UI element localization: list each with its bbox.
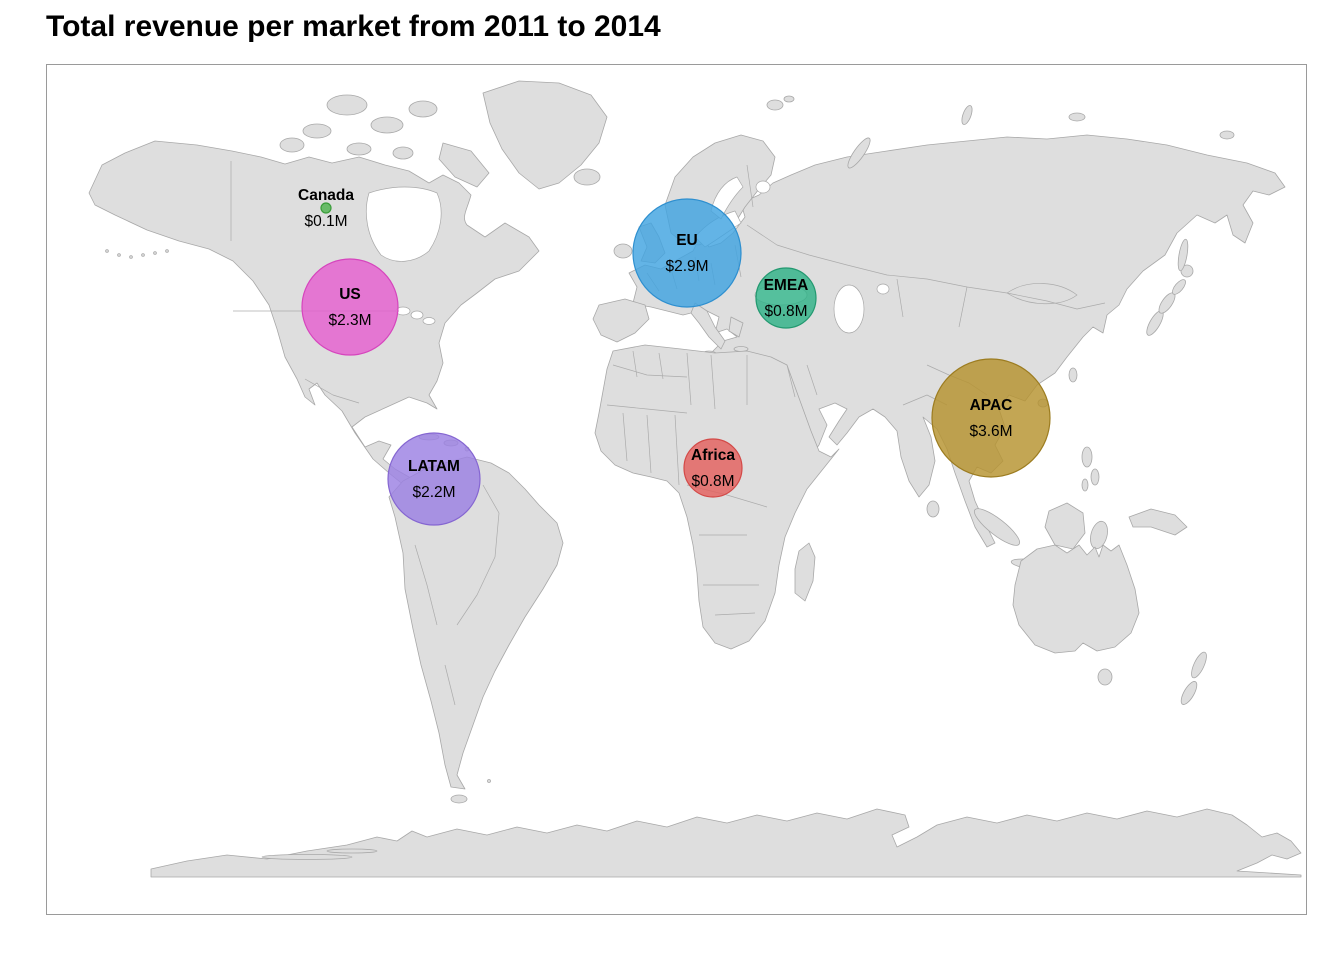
bubble-value-apac: $3.6M	[969, 423, 1012, 440]
bubble-circle-us[interactable]	[301, 258, 399, 356]
bubble-value-canada: $0.1M	[304, 213, 347, 230]
bubble-circle-emea[interactable]	[755, 267, 817, 329]
bubble-circle-eu[interactable]	[632, 198, 742, 308]
bubble-circle-apac[interactable]	[931, 358, 1051, 478]
bubble-value-latam: $2.2M	[412, 484, 455, 501]
map-panel: Canada $0.1M US $2.3M EU $2.9M EMEA $0.8M APAC $3…	[46, 64, 1307, 915]
bubble-circle-africa[interactable]	[683, 438, 743, 498]
bubble-label-canada: Canada	[298, 187, 354, 204]
bubble-label-us: US	[339, 286, 361, 303]
bubble-label-africa: Africa	[691, 447, 735, 464]
bubble-value-eu: $2.9M	[665, 258, 708, 275]
bubble-value-us: $2.3M	[328, 312, 371, 329]
bubble-label-eu: EU	[676, 232, 698, 249]
market-bubble-eu[interactable]: EU $2.9M	[632, 198, 742, 308]
market-bubble-us[interactable]: US $2.3M	[301, 258, 399, 356]
bubble-label-apac: APAC	[970, 397, 1013, 414]
market-bubble-latam[interactable]: LATAM $2.2M	[387, 432, 481, 526]
market-bubble-emea[interactable]: EMEA $0.8M	[755, 267, 817, 329]
bubble-circle-latam[interactable]	[387, 432, 481, 526]
market-bubble-apac[interactable]: APAC $3.6M	[931, 358, 1051, 478]
bubble-circle-canada[interactable]	[320, 202, 332, 214]
market-bubbles: Canada $0.1M US $2.3M EU $2.9M EMEA $0.8M APAC $3…	[298, 187, 1051, 526]
bubble-value-emea: $0.8M	[764, 303, 807, 320]
market-bubble-africa[interactable]: Africa $0.8M	[683, 438, 743, 498]
world-map: Canada $0.1M US $2.3M EU $2.9M EMEA $0.8M APAC $3…	[88, 80, 1302, 878]
bubble-label-latam: LATAM	[408, 458, 460, 475]
bubble-label-emea: EMEA	[764, 277, 809, 294]
page-title: Total revenue per market from 2011 to 20…	[46, 10, 661, 43]
bubble-value-africa: $0.8M	[691, 473, 734, 490]
market-bubble-canada[interactable]: Canada $0.1M	[298, 187, 354, 230]
